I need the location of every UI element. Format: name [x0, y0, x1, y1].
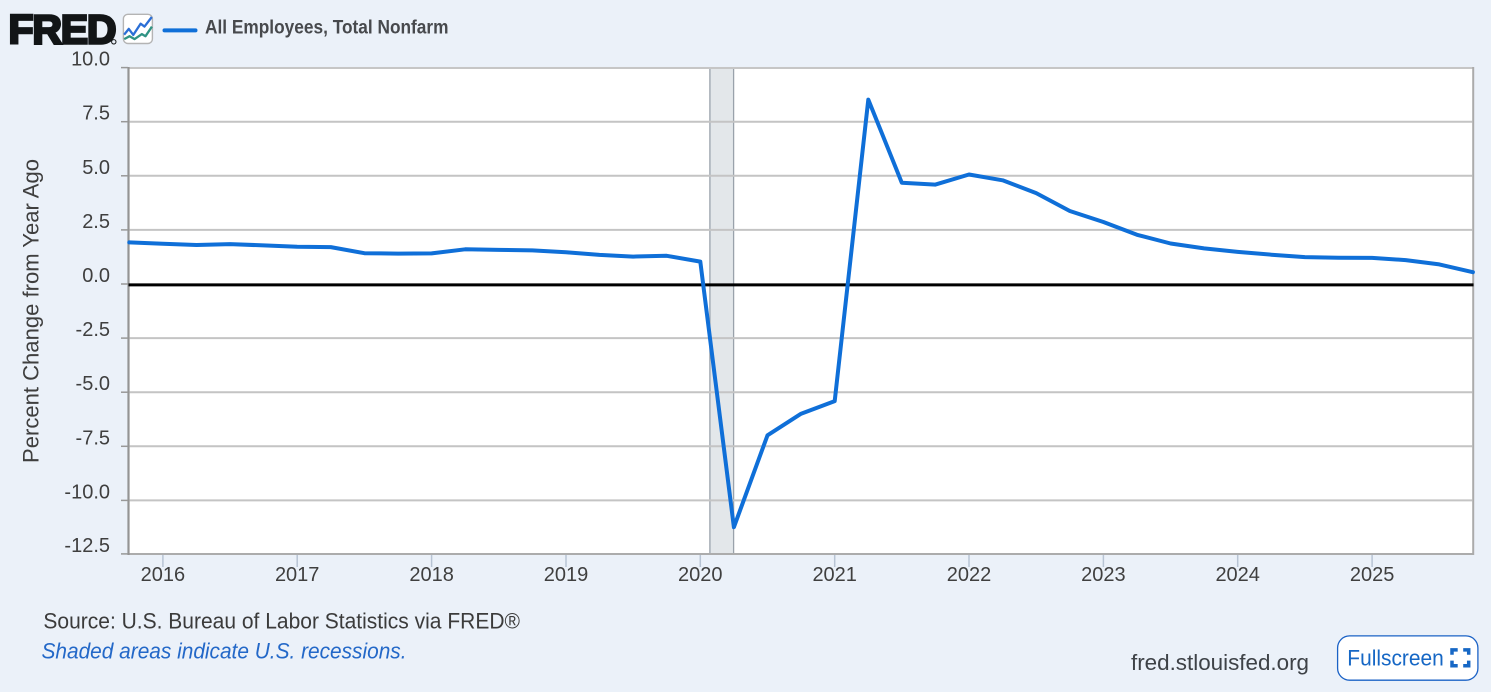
svg-text:Source: U.S. Bureau of Labor S: Source: U.S. Bureau of Labor Statistics …	[43, 609, 520, 634]
svg-text:5.0: 5.0	[82, 157, 110, 179]
svg-text:2016: 2016	[141, 564, 186, 586]
svg-text:Fullscreen: Fullscreen	[1347, 646, 1444, 671]
svg-text:Percent Change from Year Ago: Percent Change from Year Ago	[18, 159, 43, 463]
svg-text:2025: 2025	[1350, 564, 1395, 586]
svg-text:2024: 2024	[1215, 564, 1260, 586]
svg-text:FRED: FRED	[9, 7, 116, 53]
svg-text:-10.0: -10.0	[64, 481, 110, 503]
svg-text:2023: 2023	[1081, 564, 1126, 586]
svg-text:All Employees, Total Nonfarm: All Employees, Total Nonfarm	[205, 17, 449, 38]
svg-text:2019: 2019	[544, 564, 589, 586]
svg-text:10.0: 10.0	[71, 49, 110, 71]
svg-text:2021: 2021	[812, 564, 857, 586]
svg-text:-2.5: -2.5	[76, 319, 110, 341]
svg-text:2.5: 2.5	[82, 211, 110, 233]
svg-text:-5.0: -5.0	[76, 373, 110, 395]
svg-text:-7.5: -7.5	[76, 427, 110, 449]
svg-text:2018: 2018	[409, 564, 454, 586]
svg-text:0.0: 0.0	[82, 265, 110, 287]
svg-text:Shaded areas indicate U.S. rec: Shaded areas indicate U.S. recessions.	[42, 638, 407, 663]
svg-text:2022: 2022	[947, 564, 992, 586]
svg-text:7.5: 7.5	[82, 103, 110, 125]
svg-text:fred.stlouisfed.org: fred.stlouisfed.org	[1131, 650, 1309, 675]
svg-text:2017: 2017	[275, 564, 320, 586]
svg-text:-12.5: -12.5	[64, 535, 110, 557]
svg-text:2020: 2020	[678, 564, 723, 586]
